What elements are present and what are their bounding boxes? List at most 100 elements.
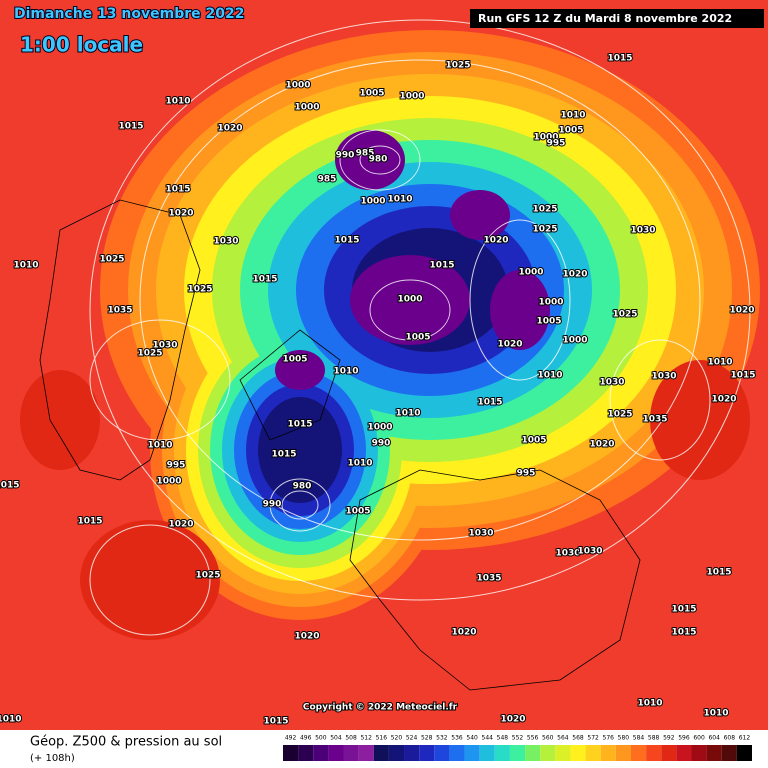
scale-swatch xyxy=(343,745,359,761)
scale-label: 500 xyxy=(315,735,327,742)
coastlines xyxy=(39,199,641,691)
isobar-label: 1030 xyxy=(599,378,624,388)
isobar-label: 1030 xyxy=(630,226,655,236)
isobar-label: 1025 xyxy=(445,61,470,71)
isobar-label: 985 xyxy=(318,175,337,185)
isobar-label: 1025 xyxy=(612,310,637,320)
scale-swatch xyxy=(691,745,707,761)
scale-swatch xyxy=(555,745,571,761)
isobar-label: 1015 xyxy=(706,568,731,578)
scale-label: 516 xyxy=(376,735,388,742)
low-core xyxy=(450,190,510,240)
scale-swatch xyxy=(525,745,541,761)
scale-swatch xyxy=(358,745,374,761)
isobar-label: 1005 xyxy=(345,507,370,517)
scale-swatch xyxy=(570,745,586,761)
isobar-label: 1010 xyxy=(0,715,22,725)
isobar-label: 1015 xyxy=(334,236,359,246)
isobar-label: 1010 xyxy=(333,367,358,377)
isobar-label: 1030 xyxy=(468,529,493,539)
isobar-label: 1000 xyxy=(367,423,392,433)
scale-label: 576 xyxy=(603,735,615,742)
isobar-label: 1010 xyxy=(707,358,732,368)
isobars xyxy=(89,19,751,636)
scale-swatch xyxy=(479,745,495,761)
isobar-label: 1020 xyxy=(500,715,525,725)
scale-swatch xyxy=(661,745,677,761)
isobar-label: 1030 xyxy=(555,549,580,559)
scale-swatch xyxy=(419,745,435,761)
isobar-label: 1010 xyxy=(395,409,420,419)
isobar-label: 1005 xyxy=(282,355,307,365)
isobar-label: 1020 xyxy=(483,236,508,246)
isobar-label: 1025 xyxy=(99,255,124,265)
isobar-label: 980 xyxy=(369,155,388,165)
isobar-label: 1000 xyxy=(294,103,319,113)
isobar-label: 1015 xyxy=(477,398,502,408)
scale-swatch xyxy=(509,745,526,761)
scale-swatch xyxy=(464,745,480,761)
scale-label: 580 xyxy=(618,735,630,742)
isobar-label: 1000 xyxy=(518,268,543,278)
scale-label: 528 xyxy=(421,735,433,742)
scale-label: 612 xyxy=(739,735,751,742)
isobar-label: 1010 xyxy=(147,441,172,451)
isobar-label: 1010 xyxy=(637,699,662,709)
isobar-label: 1020 xyxy=(294,632,319,642)
scale-swatch xyxy=(388,745,405,761)
low-core xyxy=(490,270,550,350)
scale-label: 592 xyxy=(663,735,675,742)
isobar-label: 1020 xyxy=(217,124,242,134)
isobar-label: 995 xyxy=(167,461,186,471)
isobar-label: 1000 xyxy=(360,197,385,207)
scale-label: 508 xyxy=(345,735,357,742)
isobar-label: 990 xyxy=(372,439,391,449)
isobar-label: 1025 xyxy=(137,349,162,359)
run-info: Run GFS 12 Z du Mardi 8 novembre 2022 xyxy=(478,12,732,25)
scale-label: 540 xyxy=(466,735,478,742)
isobar-label: 990 xyxy=(263,500,282,510)
isobar-label: 1015 xyxy=(263,717,288,727)
footer-title: Géop. Z500 & pression au sol xyxy=(30,735,222,750)
scale-swatch xyxy=(328,745,344,761)
scale-swatch xyxy=(494,745,510,761)
isobar-label: 1020 xyxy=(589,440,614,450)
scale-label: 520 xyxy=(391,735,403,742)
isobar-label: 1005 xyxy=(405,333,430,343)
scale-swatch xyxy=(434,745,450,761)
high-core xyxy=(80,520,220,640)
scale-label: 584 xyxy=(633,735,645,742)
scale-label: 552 xyxy=(512,735,524,742)
footer-lead: (+ 108h) xyxy=(30,753,75,764)
scale-label: 544 xyxy=(482,735,494,742)
high-core xyxy=(20,370,100,470)
isobar-label: 1000 xyxy=(538,298,563,308)
isobar-label: 980 xyxy=(293,482,312,492)
scale-swatch xyxy=(283,745,299,761)
isobar-label: 1010 xyxy=(537,371,562,381)
isobar-label: 1020 xyxy=(711,395,736,405)
isobar-label: 990 xyxy=(336,151,355,161)
isobar-label: 1000 xyxy=(562,336,587,346)
isobar-label: 1030 xyxy=(577,547,602,557)
isobar-label: 1020 xyxy=(562,270,587,280)
isobar-label: 1000 xyxy=(399,92,424,102)
scale-label: 572 xyxy=(587,735,599,742)
isobar-label: 1010 xyxy=(703,709,728,719)
isobar-label: 995 xyxy=(517,469,536,479)
scale-label: 568 xyxy=(572,735,584,742)
scale-label: 532 xyxy=(436,735,448,742)
isobar-label: 1015 xyxy=(730,371,755,381)
height-field xyxy=(20,30,760,640)
isobar-label: 995 xyxy=(547,139,566,149)
isobar-label: 1000 xyxy=(156,477,181,487)
isobar-label: 1015 xyxy=(287,420,312,430)
isobar-label: 1015 xyxy=(252,275,277,285)
scale-swatch xyxy=(313,745,329,761)
isobar-label: 1005 xyxy=(359,89,384,99)
isobar-label: 1020 xyxy=(451,628,476,638)
scale-label: 596 xyxy=(678,735,690,742)
color-scale: 492 496 500 504 508 512 516 520 524 528 532 536 540 5… xyxy=(283,735,752,761)
